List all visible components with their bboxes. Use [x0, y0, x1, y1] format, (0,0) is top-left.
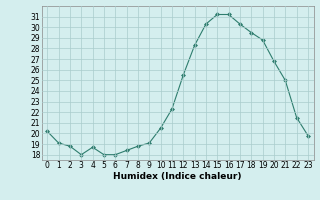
X-axis label: Humidex (Indice chaleur): Humidex (Indice chaleur) [113, 172, 242, 181]
